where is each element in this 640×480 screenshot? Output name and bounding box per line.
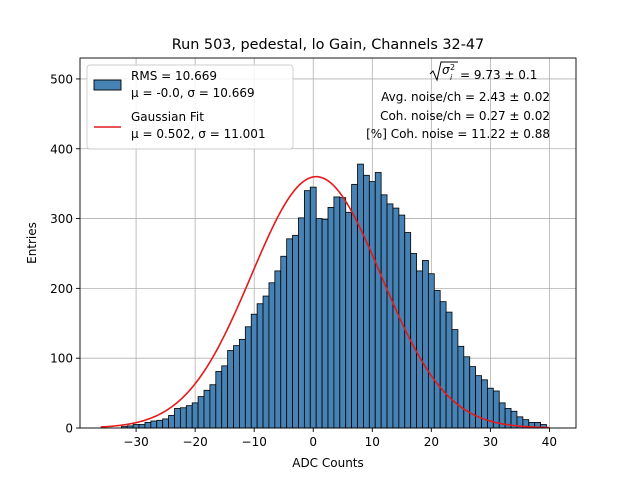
avg-noise-annotation: Avg. noise/ch = 2.43 ± 0.02 [381,90,550,104]
histogram-bar [174,408,181,429]
svg-text:i: i [450,73,453,82]
legend-box [86,64,294,150]
histogram-bar [244,326,252,429]
y-tick-label: 300 [50,212,73,226]
histogram-bar [333,196,341,429]
histogram-bar [150,420,158,429]
y-tick-label: 0 [65,422,73,436]
histogram-bar [144,422,152,429]
histogram-bar [209,384,217,429]
legend-rms-line1: RMS = 10.669 [131,69,217,83]
y-tick-label: 100 [50,352,73,366]
x-axis-ticks: −30 −20 −10 0 10 20 30 40 [123,428,557,449]
histogram-bar [469,366,477,429]
histogram-bar [227,350,234,429]
histogram-bar [280,255,288,429]
sigma-value: = 9.73 ± 0.1 [460,68,537,82]
histogram-bar [256,303,264,429]
histogram-bar [463,356,471,429]
histogram-bar [138,424,146,429]
x-tick-label: 30 [483,435,498,449]
coh-noise-annotation: Coh. noise/ch = 0.27 ± 0.02 [380,109,550,123]
histogram-bar [268,282,276,429]
legend-fit-line2: μ = 0.502, σ = 11.001 [131,127,266,141]
histogram-bar [392,207,400,429]
histogram-bar [203,389,211,429]
sigma-symbol: σ 2 i [429,61,458,82]
noise-annotations: σ 2 i = 9.73 ± 0.1 Avg. noise/ch = 2.43 … [366,61,550,141]
histogram-bar [197,396,205,429]
histogram-bar [309,186,317,429]
x-tick-label: −10 [242,435,267,449]
histogram-bar [457,345,465,429]
histogram-bar [292,234,299,429]
histogram-bar [168,415,175,429]
histogram-bar [345,211,353,429]
y-tick-label: 500 [50,72,73,86]
svg-text:σ: σ [442,63,450,77]
y-tick-label: 200 [50,282,73,296]
histogram-bar [191,402,199,429]
coh-noise-percent-annotation: [%] Coh. noise = 11.22 ± 0.88 [366,127,550,141]
histogram-bar [481,379,488,429]
histogram-bar [339,197,347,429]
histogram-bar [445,311,453,429]
histogram-bar [132,424,140,429]
histogram-bar [221,365,229,429]
histogram-bar [380,194,388,429]
chart-title: Run 503, pedestal, lo Gain, Channels 32-… [172,37,484,53]
histogram-bar [233,345,240,429]
histogram-bar [475,375,482,429]
histogram-bar [298,217,305,429]
histogram-bar [215,371,223,429]
histogram-bar [327,206,335,429]
histogram-bar [363,174,370,429]
histogram-bar [162,418,169,429]
plot-frame [79,57,577,429]
histogram-bar [156,419,164,429]
histogram-bar [374,172,382,429]
histogram-bar [286,238,293,429]
x-tick-label: −20 [182,435,207,449]
legend-fit-line1: Gaussian Fit [131,110,204,124]
histogram-bar [274,270,282,429]
legend: RMS = 10.669 μ = -0.0, σ = 10.669 Gaussi… [86,64,294,150]
histogram-bar [427,273,435,429]
histogram-bar [416,270,423,429]
histogram-bar [262,295,270,429]
x-tick-label: 10 [365,435,380,449]
histogram-bar [439,301,447,429]
histogram-bar [433,290,441,429]
x-tick-label: 20 [424,435,439,449]
x-tick-label: 0 [309,435,317,449]
histogram-bar [250,313,258,429]
histogram-bar [239,338,246,429]
x-axis-label: ADC Counts [292,456,364,470]
svg-text:2: 2 [450,63,455,72]
y-axis-ticks: 0 100 200 300 400 500 [50,72,80,436]
histogram-bar [368,181,376,429]
histogram-bar [386,203,394,429]
histogram-bar [185,405,193,429]
histogram-bar [321,218,329,429]
histogram-bar [451,329,459,429]
y-tick-label: 400 [50,142,73,156]
histogram-bar [357,163,364,429]
legend-rms-line2: μ = -0.0, σ = 10.669 [131,86,255,100]
legend-bar-swatch [93,79,122,91]
histogram-bar [315,218,323,429]
histogram-bar [179,407,187,429]
x-tick-label: −30 [123,435,148,449]
histogram-bar [422,260,429,429]
histogram-bar [303,190,311,429]
x-tick-label: 40 [542,435,557,449]
y-axis-label: Entries [25,222,39,264]
gaussian-fit-curve [100,175,550,429]
